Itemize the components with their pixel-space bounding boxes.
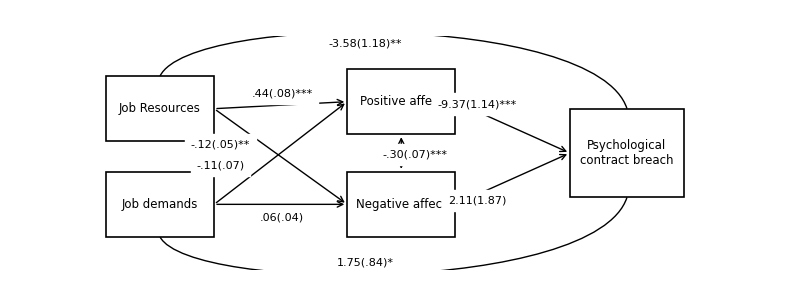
- Text: -.11(.07): -.11(.07): [196, 161, 244, 171]
- FancyBboxPatch shape: [106, 76, 214, 141]
- Text: Job Resources: Job Resources: [119, 102, 201, 115]
- Text: Psychological
contract breach: Psychological contract breach: [580, 139, 674, 167]
- FancyBboxPatch shape: [347, 69, 456, 134]
- Text: 1.75(.84)*: 1.75(.84)*: [338, 258, 394, 268]
- Text: -.12(.05)**: -.12(.05)**: [191, 140, 250, 150]
- FancyBboxPatch shape: [347, 172, 456, 237]
- Text: Negative affect: Negative affect: [356, 198, 447, 211]
- Text: -.30(.07)***: -.30(.07)***: [383, 149, 448, 159]
- Text: .06(.04): .06(.04): [260, 212, 304, 222]
- Text: Positive affect: Positive affect: [360, 95, 443, 108]
- Text: -3.58(1.18)**: -3.58(1.18)**: [329, 38, 402, 48]
- FancyBboxPatch shape: [106, 172, 214, 237]
- Text: 2.11(1.87): 2.11(1.87): [448, 196, 506, 206]
- Text: Job demands: Job demands: [122, 198, 198, 211]
- FancyBboxPatch shape: [570, 109, 684, 197]
- Text: .44(.08)***: .44(.08)***: [251, 88, 313, 98]
- Text: -9.37(1.14)***: -9.37(1.14)***: [437, 99, 516, 109]
